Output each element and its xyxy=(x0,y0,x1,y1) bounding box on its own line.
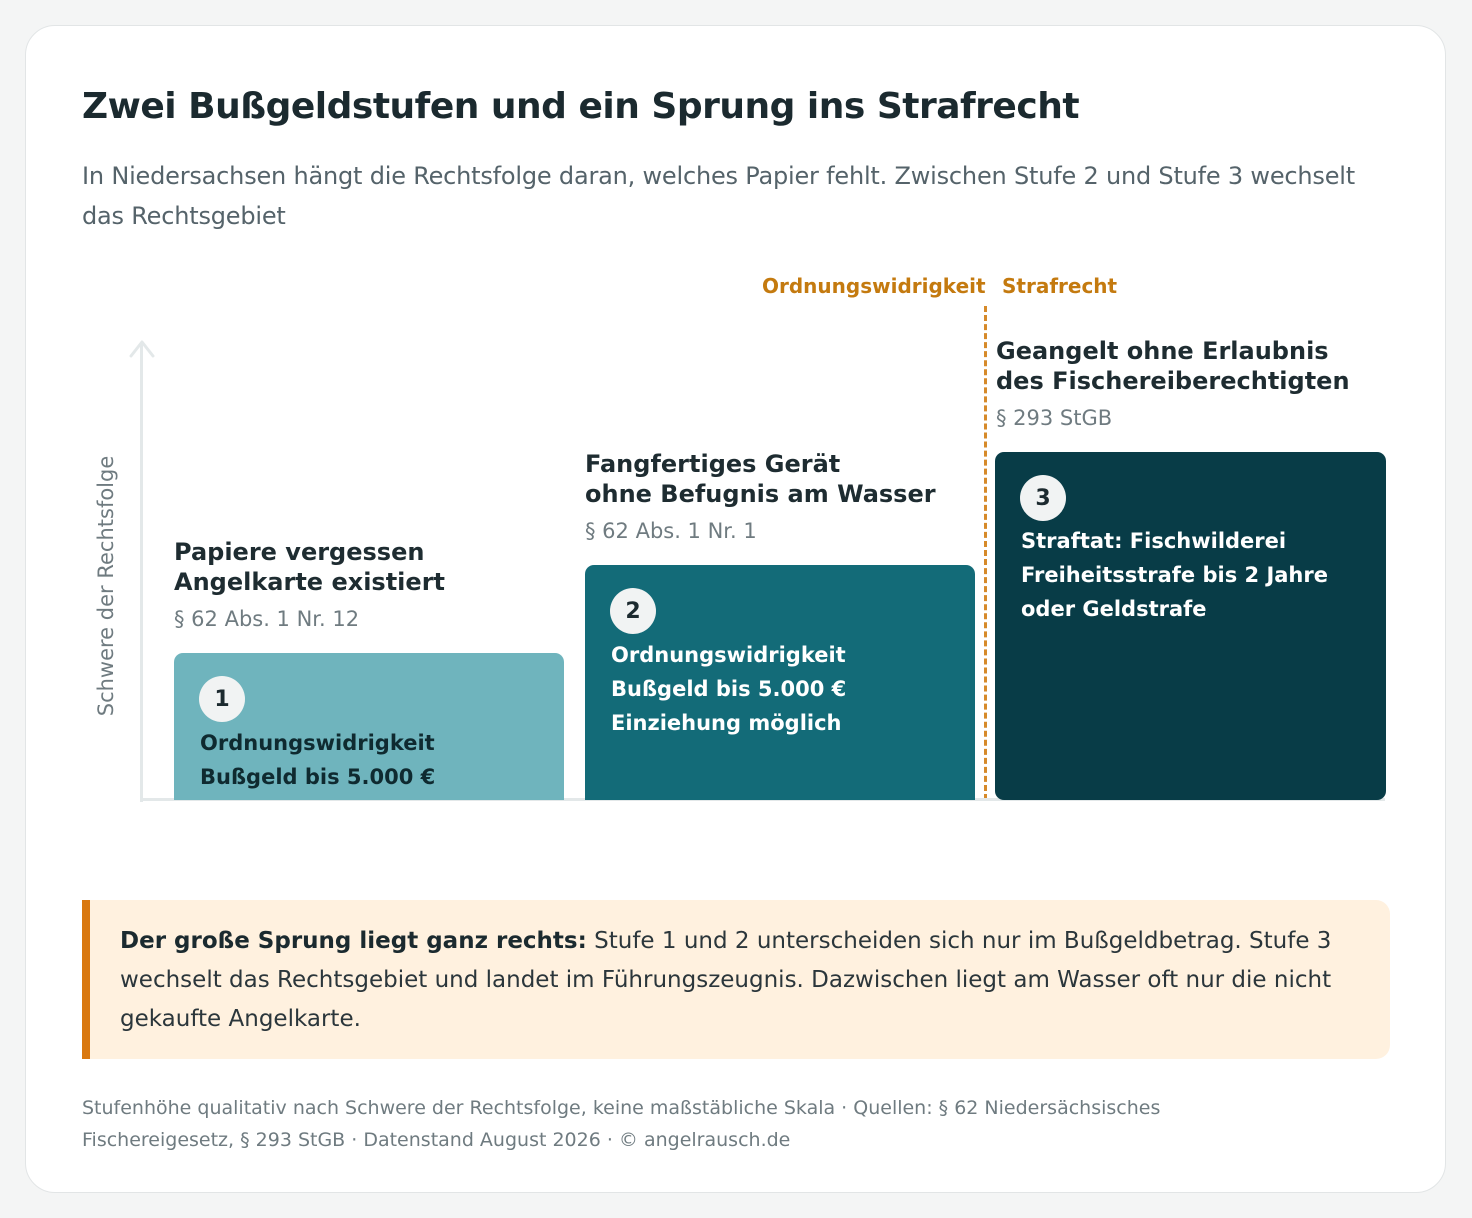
step-2-line-2: Bußgeld bis 5.000 € xyxy=(611,677,847,701)
page-subtitle: In Niedersachsen hängt die Rechtsfolge d… xyxy=(82,162,1355,230)
step-3-heading: Geangelt ohne Erlaubnis des Fischereiber… xyxy=(996,337,1350,395)
step-1-line-2: Bußgeld bis 5.000 € xyxy=(200,765,436,789)
zone-label-strafrecht: Strafrecht xyxy=(1002,274,1118,298)
step-3-badge: 3 xyxy=(1020,475,1066,521)
step-2-line-1: Ordnungswidrigkeit xyxy=(611,643,846,667)
y-axis-line xyxy=(140,342,143,802)
axis-arrow-icon xyxy=(129,340,155,358)
step-2-heading: Fangfertiges Gerät ohne Befugnis am Wass… xyxy=(585,450,936,508)
step-1-bar: 1 Ordnungswidrigkeit Bußgeld bis 5.000 € xyxy=(174,653,564,800)
step-2-bar: 2 Ordnungswidrigkeit Bußgeld bis 5.000 €… xyxy=(585,565,975,800)
page-title: Zwei Bußgeldstufen und ein Sprung ins St… xyxy=(82,86,1080,127)
footer-note: Stufenhöhe qualitativ nach Schwere der R… xyxy=(82,1097,1161,1151)
step-1-heading: Papiere vergessen Angelkarte existiert xyxy=(174,538,445,596)
step-1-line-1: Ordnungswidrigkeit xyxy=(200,731,435,755)
step-3-bar: 3 Straftat: Fischwilderei Freiheitsstraf… xyxy=(995,452,1386,800)
callout-lead: Der große Sprung liegt ganz rechts: xyxy=(120,928,587,954)
step-3-reference: § 293 StGB xyxy=(996,406,1113,430)
step-1-reference: § 62 Abs. 1 Nr. 12 xyxy=(174,607,360,631)
step-3-line-3: oder Geldstrafe xyxy=(1021,597,1207,621)
step-1-badge: 1 xyxy=(199,676,245,722)
zone-divider xyxy=(984,306,987,800)
step-2-line-3: Einziehung möglich xyxy=(611,711,842,735)
step-3-line-2: Freiheitsstrafe bis 2 Jahre xyxy=(1021,563,1328,587)
y-axis-label: Schwere der Rechtsfolge xyxy=(94,455,118,717)
step-2-badge: 2 xyxy=(610,588,656,634)
callout-box: Der große Sprung liegt ganz rechts: Stuf… xyxy=(82,900,1390,1059)
zone-label-ordnungswidrigkeit: Ordnungswidrigkeit xyxy=(762,274,986,298)
step-3-line-1: Straftat: Fischwilderei xyxy=(1021,529,1287,553)
callout-text: Stufe 1 und 2 unterscheiden sich nur im … xyxy=(120,928,1332,1032)
step-2-reference: § 62 Abs. 1 Nr. 1 xyxy=(585,519,757,543)
